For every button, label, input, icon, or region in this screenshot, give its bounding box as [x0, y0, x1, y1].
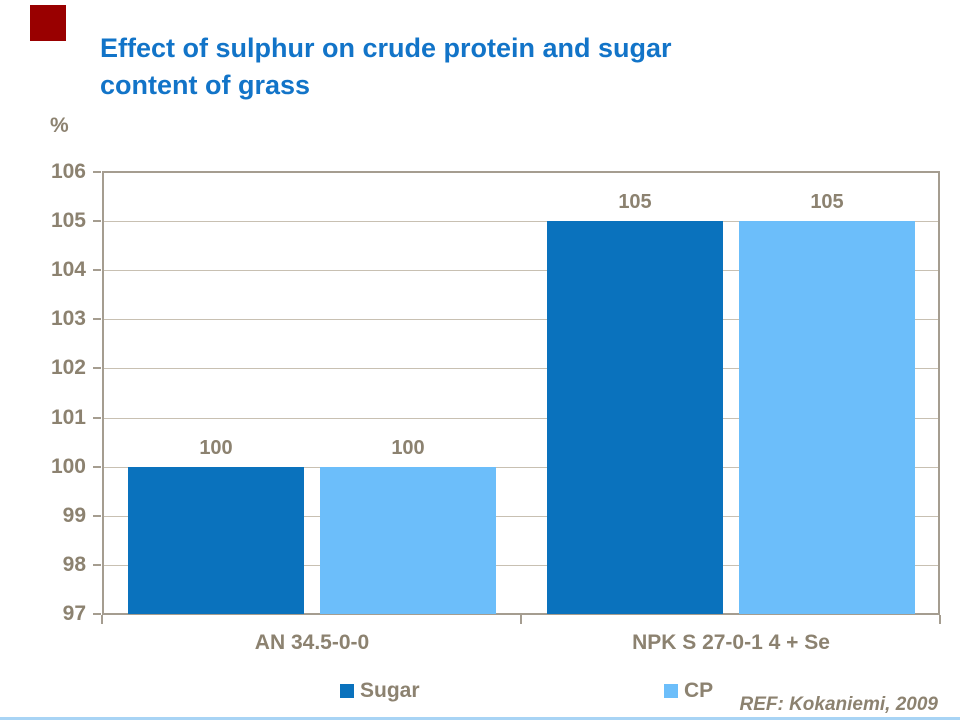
category-label-2: NPK S 27-0-1 4 + Se — [632, 631, 830, 654]
cp-legend-label: CP — [684, 679, 714, 702]
y-tick-106 — [93, 171, 101, 173]
y-tick-label-103: 103 — [50, 307, 86, 330]
y-tick-100 — [93, 466, 101, 468]
gridline-104 — [104, 270, 938, 271]
chart-title-line2: content of grass — [100, 70, 311, 100]
bar-sugar-2 — [547, 221, 723, 614]
y-tick-label-106: 106 — [50, 160, 86, 183]
y-axis-unit-label: % — [50, 114, 69, 137]
y-tick-105 — [93, 220, 101, 222]
gridline-98 — [104, 565, 938, 566]
legend-item-cp: CP — [664, 679, 713, 703]
chart-title: Effect of sulphur on crude protein and s… — [100, 30, 880, 104]
chart-title-line1: Effect of sulphur on crude protein and s… — [100, 33, 672, 63]
sugar-legend-swatch — [340, 684, 354, 698]
x-tick-1 — [520, 615, 522, 624]
y-tick-101 — [93, 417, 101, 419]
x-tick-2 — [939, 615, 941, 624]
bar-value-sugar-2: 105 — [618, 191, 652, 213]
y-tick-102 — [93, 367, 101, 369]
category-label-1: AN 34.5-0-0 — [254, 631, 370, 654]
cp-legend-swatch — [664, 684, 678, 698]
y-tick-label-98: 98 — [62, 553, 86, 576]
bar-cp-1 — [320, 467, 496, 614]
gridline-100 — [104, 467, 938, 468]
y-tick-label-97: 97 — [62, 602, 86, 625]
sugar-legend-label: Sugar — [360, 679, 420, 702]
y-tick-label-99: 99 — [62, 504, 86, 527]
y-tick-103 — [93, 318, 101, 320]
y-tick-97 — [93, 613, 101, 615]
brand-red-square — [30, 5, 66, 41]
slide-bottom-rule — [0, 717, 960, 720]
reference-citation: REF: Kokaniemi, 2009 — [739, 694, 938, 715]
bar-cp-2 — [739, 221, 915, 614]
y-tick-label-100: 100 — [50, 455, 86, 478]
y-tick-label-102: 102 — [50, 356, 86, 379]
y-tick-99 — [93, 515, 101, 517]
y-tick-label-104: 104 — [50, 258, 86, 281]
bar-sugar-1 — [128, 467, 304, 614]
x-tick-0 — [101, 615, 103, 624]
legend-item-sugar: Sugar — [340, 679, 420, 703]
gridline-102 — [104, 368, 938, 369]
gridline-101 — [104, 418, 938, 419]
bar-value-cp-2: 105 — [810, 191, 844, 213]
y-tick-98 — [93, 564, 101, 566]
y-tick-label-101: 101 — [50, 406, 86, 429]
gridline-99 — [104, 516, 938, 517]
y-tick-label-105: 105 — [50, 209, 86, 232]
gridline-103 — [104, 319, 938, 320]
gridline-105 — [104, 221, 938, 222]
y-tick-104 — [93, 269, 101, 271]
bar-value-cp-1: 100 — [391, 437, 425, 459]
bar-value-sugar-1: 100 — [199, 437, 233, 459]
